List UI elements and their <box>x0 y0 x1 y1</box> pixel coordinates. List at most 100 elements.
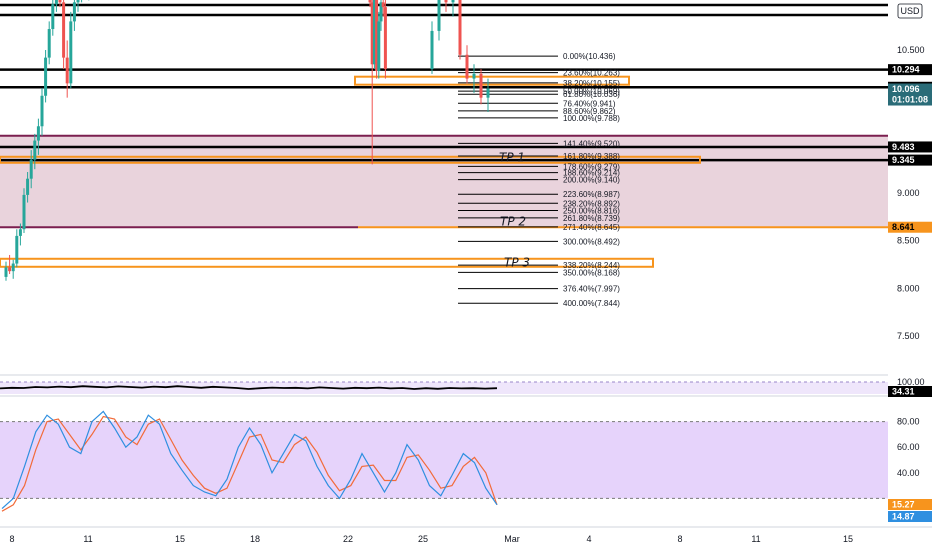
target-label: TP 1 <box>499 151 525 165</box>
time-tick-label: 25 <box>418 534 428 544</box>
candle-body <box>69 21 73 84</box>
price-tick-label: 8.000 <box>897 283 920 293</box>
fib-level-label: 61.80%(10.036) <box>563 90 620 99</box>
fib-level-label: 23.60%(10.263) <box>563 69 620 78</box>
fib-level-label: 38.20%(10.155) <box>563 79 620 88</box>
stoch-tick-label: 80.00 <box>897 417 920 427</box>
price-marker-label: 10.294 <box>892 65 920 75</box>
target-label: TP 3 <box>504 256 530 270</box>
price-marker-label: 10.096 <box>892 84 920 94</box>
fib-level-label: 238.20%(8.892) <box>563 199 620 208</box>
candle-body <box>15 235 19 264</box>
price-tick-label: 9.000 <box>897 188 920 198</box>
zones-layer <box>0 134 888 229</box>
fib-level-label: 188.60%(9.214) <box>563 169 620 178</box>
candle-body <box>76 0 80 3</box>
candle-body <box>51 4 55 30</box>
price-axis[interactable]: 10.5009.0008.5008.0007.500USD10.29410.10… <box>888 0 932 550</box>
target-label: TP 2 <box>500 215 526 229</box>
price-marker-sublabel: 01:01:08 <box>892 95 928 105</box>
indicator-tick-label: 100.00 <box>897 377 925 387</box>
fib-level-label: 376.40%(7.997) <box>563 285 620 294</box>
time-tick-label: 11 <box>751 534 760 544</box>
candle-body <box>375 0 379 71</box>
stochastic-pane <box>0 410 888 512</box>
candle-body <box>72 2 76 22</box>
fib-level-label: 200.00%(9.140) <box>563 176 620 185</box>
stoch-k-line <box>1 410 498 510</box>
price-marker <box>888 221 932 233</box>
fib-level-label: 178.60%(9.279) <box>563 162 620 171</box>
fib-level-label: 161.80%(9.388) <box>563 152 620 161</box>
fib-level-label: 223.60%(8.987) <box>563 190 620 199</box>
fib-level-label: 338.20%(8.244) <box>563 261 620 270</box>
indicator-marker <box>888 386 932 397</box>
stoch-d-marker <box>888 499 932 510</box>
candle-body <box>372 0 376 65</box>
price-tick-label: 10.500 <box>897 45 925 55</box>
candle-body <box>486 88 490 98</box>
candle-body <box>381 2 385 8</box>
time-tick-label: 15 <box>843 534 853 544</box>
fib-level-label: 100.00%(9.788) <box>563 114 620 123</box>
price-marker-label: 8.641 <box>892 222 915 232</box>
candle-body <box>11 263 15 272</box>
orange-box <box>354 75 630 86</box>
candle-body <box>472 73 476 79</box>
price-tick-label: 7.500 <box>897 331 920 341</box>
time-tick-label: 11 <box>83 534 92 544</box>
time-tick-label: Mar <box>504 534 520 544</box>
time-axis[interactable]: 8 11 15 18 22 25 Mar 4 8 11 15 <box>0 526 932 544</box>
fib-level-label: 400.00%(7.844) <box>563 299 620 308</box>
time-tick-label: 8 <box>677 534 682 544</box>
candle-body <box>379 2 383 22</box>
indicator-line <box>0 385 498 390</box>
orange-box <box>0 155 701 164</box>
candle-body <box>40 95 44 127</box>
candle-body <box>36 126 40 141</box>
currency-label: USD <box>900 6 920 16</box>
candle-body <box>458 0 462 55</box>
candle-body <box>430 30 434 70</box>
stoch-d-marker-label: 15.27 <box>892 500 915 510</box>
fib-extension-layer: 0.00%(10.436) 23.60%(10.263)38.20%(10.155… <box>458 52 620 308</box>
candle-body <box>65 57 69 84</box>
time-tick-label: 15 <box>175 534 185 544</box>
candle-body <box>368 0 372 3</box>
candle-body <box>18 229 22 236</box>
candle-body <box>444 0 448 3</box>
price-marker <box>888 154 932 166</box>
fib-level-label: 271.40%(8.645) <box>563 223 620 232</box>
time-tick-label: 18 <box>250 534 260 544</box>
stoch-tick-label: 60.00 <box>897 442 920 452</box>
fib-level-label: 141.40%(9.520) <box>563 139 620 148</box>
indicator-marker-label: 34.31 <box>892 387 915 397</box>
candle-body <box>22 194 26 230</box>
zone-band <box>0 135 888 228</box>
stoch-tick-label: 40.00 <box>897 468 920 478</box>
candle-body <box>479 73 483 98</box>
fib-level-label: 261.80%(8.739) <box>563 214 620 223</box>
candle-body <box>437 0 441 31</box>
fib-level-label: 0.00%(10.436) <box>563 52 616 61</box>
time-tick-label: 8 <box>9 534 14 544</box>
candle-body <box>44 57 48 96</box>
candle-body <box>62 2 66 58</box>
candle-body <box>377 21 381 71</box>
stoch-k-marker <box>888 511 932 522</box>
price-marker <box>888 141 932 153</box>
time-tick-label: 22 <box>343 534 353 544</box>
candle-body <box>4 267 8 277</box>
candle-body <box>54 0 58 5</box>
candle-body <box>8 267 12 272</box>
fib-level-label: 250.00%(8.816) <box>563 207 620 216</box>
time-tick-label: 4 <box>586 534 591 544</box>
candle-body <box>29 159 33 179</box>
candle-body <box>370 2 374 65</box>
fib-level-label: 300.00%(8.492) <box>563 237 620 246</box>
price-tick-label: 8.500 <box>897 236 920 246</box>
stoch-k-marker-label: 14.87 <box>892 512 915 522</box>
fib-level-label: 350.00%(8.168) <box>563 268 620 277</box>
fib-level-label: 76.40%(9.941) <box>563 99 616 108</box>
